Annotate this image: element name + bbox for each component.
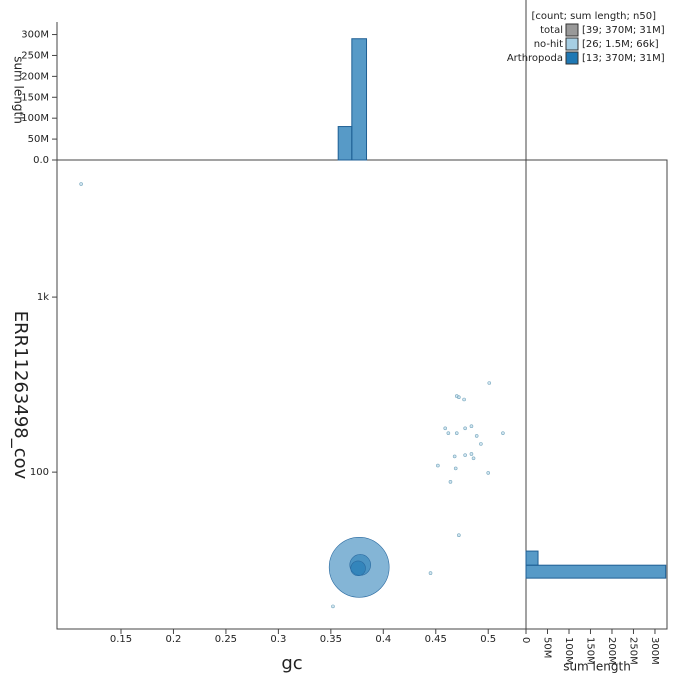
x-tick-label: 250M — [627, 637, 638, 665]
x-tick-label: 200M — [606, 637, 617, 665]
legend-swatch — [565, 37, 579, 51]
point — [457, 395, 461, 399]
bar — [525, 564, 667, 579]
point — [462, 397, 466, 402]
point — [501, 431, 505, 435]
y-tick-label: 0.0 — [33, 155, 49, 166]
legend-name: total — [540, 25, 563, 36]
point — [469, 452, 474, 456]
x-tick-label: 0.3 — [270, 634, 286, 645]
point — [487, 381, 492, 385]
y-tick-label: 50M — [28, 134, 49, 145]
y-tick-label: 100 — [30, 467, 49, 478]
right-axis-title: sum length — [563, 660, 631, 674]
point — [474, 434, 479, 438]
point — [428, 571, 433, 575]
x-tick-label: 0 — [520, 637, 531, 643]
legend-label: [13; 370M; 31M] — [582, 53, 665, 64]
x-tick-label: 0.4 — [375, 634, 391, 645]
x-axis-title: gc — [281, 653, 302, 674]
point — [350, 560, 366, 577]
point — [486, 471, 491, 475]
x-tick-label: 0.15 — [110, 634, 132, 645]
point — [443, 426, 448, 431]
y-tick-label: 250M — [21, 50, 49, 61]
point — [454, 431, 459, 435]
point — [452, 454, 457, 459]
x-tick-label: 150M — [584, 637, 595, 665]
legend-swatch — [565, 51, 579, 65]
right-frame — [525, 159, 668, 630]
point — [463, 453, 467, 457]
x-tick-label: 100M — [563, 637, 574, 665]
legend-name: Arthropoda — [507, 53, 563, 64]
point — [436, 463, 440, 468]
point — [448, 480, 453, 484]
point — [331, 604, 335, 609]
x-tick-label: 0.5 — [480, 634, 496, 645]
y-axis-title: ERR11263498_cov — [10, 311, 31, 480]
point — [479, 442, 483, 446]
bar — [351, 38, 368, 161]
point — [79, 182, 83, 186]
point — [457, 533, 461, 538]
point — [471, 456, 476, 461]
x-tick-label: 0.25 — [215, 634, 237, 645]
y-tick-label: 1k — [37, 292, 49, 303]
legend-label: [26; 1.5M; 66k] — [582, 39, 659, 50]
point — [469, 424, 474, 428]
legend-name: no-hit — [534, 39, 563, 50]
x-tick-label: 0.45 — [425, 634, 447, 645]
x-tick-label: 300M — [649, 637, 660, 665]
point — [446, 431, 451, 435]
main-frame — [56, 159, 527, 630]
legend-title: [count; sum length; n50] — [531, 11, 656, 22]
top-axis-title: sum length — [12, 56, 26, 124]
y-tick-label: 150M — [21, 92, 49, 103]
y-tick-label: 200M — [21, 71, 49, 82]
y-tick-label: 300M — [21, 30, 49, 41]
x-tick-label: 0.35 — [320, 634, 342, 645]
point — [463, 426, 467, 431]
bar — [337, 126, 353, 161]
x-tick-label: 50M — [541, 637, 552, 658]
x-tick-label: 0.2 — [166, 634, 182, 645]
point — [453, 466, 458, 471]
bar — [525, 550, 539, 566]
legend-label: [39; 370M; 31M] — [582, 25, 665, 36]
legend-swatch — [565, 23, 579, 37]
y-tick-label: 100M — [21, 113, 49, 124]
